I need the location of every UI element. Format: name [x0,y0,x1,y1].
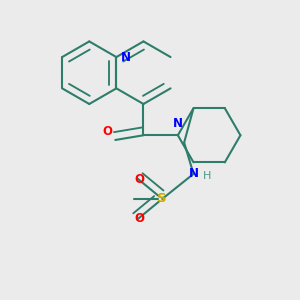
Text: N: N [173,117,183,130]
Text: O: O [102,125,112,138]
Text: H: H [203,171,211,181]
Text: N: N [121,51,131,64]
Text: S: S [158,192,167,206]
Text: O: O [134,212,144,224]
Text: N: N [188,167,199,180]
Text: O: O [134,173,144,186]
